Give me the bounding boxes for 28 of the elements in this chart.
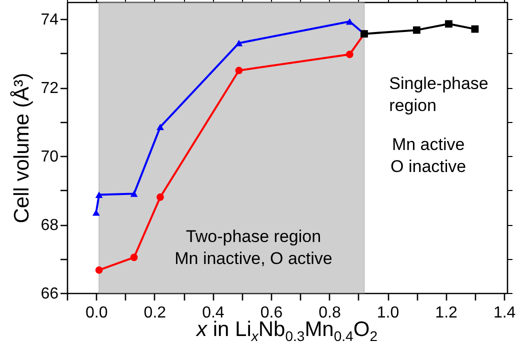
annotation: Mn active O inactive — [390, 134, 466, 176]
point — [471, 25, 479, 33]
annotation: Two-phase region Mn inactive, O active — [174, 227, 332, 268]
point — [95, 192, 103, 198]
x-tick-label: 1.4 — [493, 304, 516, 322]
point — [130, 190, 138, 197]
y-tick-label: 68 — [40, 217, 59, 234]
point — [130, 254, 138, 262]
x-tick-label: 1.0 — [376, 304, 400, 322]
point — [156, 124, 164, 130]
point — [92, 209, 100, 216]
point — [235, 66, 243, 74]
point — [156, 193, 164, 201]
point — [412, 26, 420, 34]
point — [445, 20, 452, 28]
point — [95, 266, 103, 274]
y-tick-label: 70 — [40, 148, 59, 166]
x-tick-label: 0.2 — [144, 304, 166, 322]
y-tick-label: 66 — [40, 286, 59, 302]
point — [346, 50, 354, 58]
point — [235, 40, 243, 46]
x-tick-label: 1.2 — [435, 304, 458, 322]
y-tick-label: 72 — [40, 80, 59, 98]
annotation: Single-phase region — [389, 74, 488, 116]
point — [346, 18, 354, 25]
x-tick-label: 0.0 — [86, 304, 108, 322]
y-axis-title: Cell volume (Å³) — [10, 72, 34, 224]
y-tick-label: 74 — [40, 12, 59, 29]
